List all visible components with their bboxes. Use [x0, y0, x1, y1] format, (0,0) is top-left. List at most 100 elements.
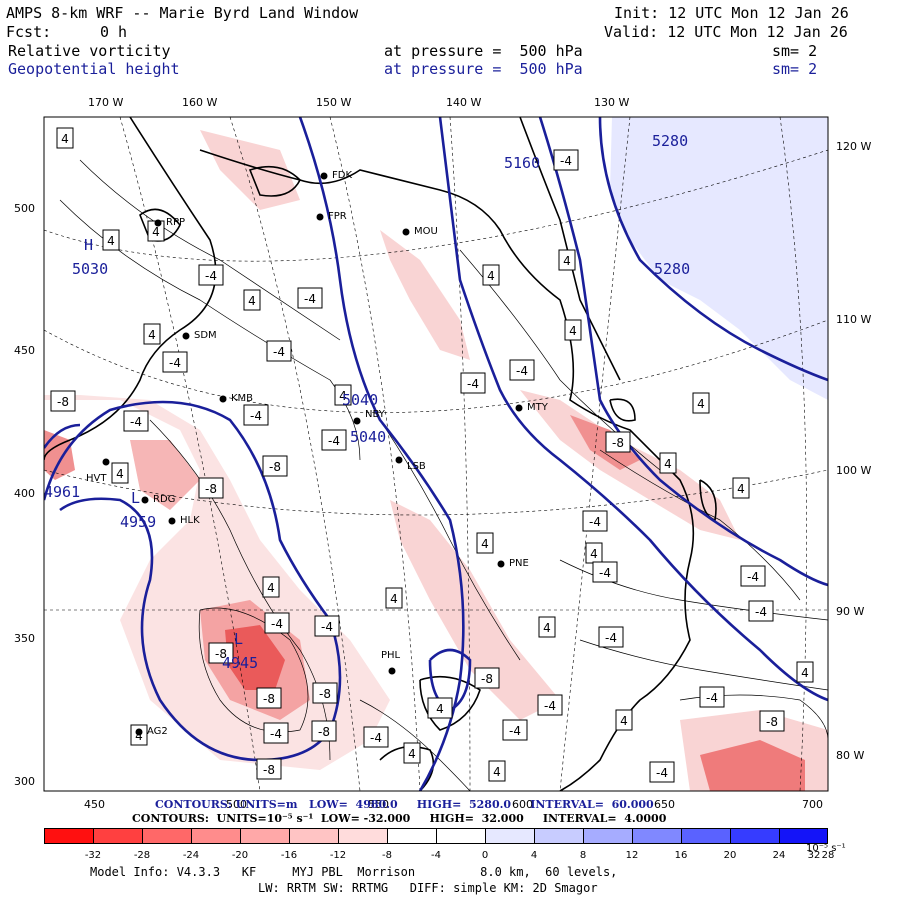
left-y-label: 300 — [14, 775, 35, 788]
top-lon-label: 170 W — [88, 96, 124, 109]
svg-text:-8: -8 — [263, 692, 275, 706]
svg-text:-4: -4 — [509, 724, 521, 738]
contour-label-box: -8 — [759, 710, 785, 732]
negative-vorticity-shade — [44, 395, 390, 770]
height-value: 4959 — [120, 513, 157, 531]
contour-label-box: -4 — [582, 510, 608, 532]
svg-text:4: 4 — [390, 592, 398, 606]
contour-label-box: 4 — [334, 384, 352, 406]
contour-label-box: -8 — [474, 667, 500, 689]
svg-text:-4: -4 — [544, 699, 556, 713]
svg-text:4: 4 — [248, 294, 256, 308]
colorbar-tick-label: 0 — [481, 850, 489, 861]
svg-text:-4: -4 — [271, 617, 283, 631]
contour-label-box: 4 — [796, 661, 814, 683]
colorbar-tick-label: 24 — [772, 850, 786, 861]
svg-text:4: 4 — [487, 269, 495, 283]
colorbar-swatch — [338, 828, 387, 844]
negative-vorticity-shade — [225, 625, 285, 690]
right-lon-label: 80 W — [836, 749, 865, 762]
svg-text:-8: -8 — [57, 395, 69, 409]
colorbar-swatch — [93, 828, 142, 844]
contour-label-box: 4 — [538, 616, 556, 638]
top-lon-label: 160 W — [182, 96, 218, 109]
station-dot-mty — [515, 404, 523, 412]
top-lon-label: 150 W — [316, 96, 352, 109]
svg-text:-4: -4 — [706, 691, 718, 705]
svg-text:4: 4 — [801, 666, 809, 680]
colorbar-swatch — [387, 828, 436, 844]
colorbar-tick-label: 32 — [807, 850, 821, 861]
forecast-value: 0 h — [100, 23, 128, 41]
station-dot-hvt — [102, 458, 110, 466]
svg-text:4: 4 — [267, 581, 275, 595]
station-dot-fdk — [320, 172, 328, 180]
colorbar-swatch — [240, 828, 289, 844]
svg-text:-8: -8 — [205, 482, 217, 496]
bottom-x-label: 550 — [368, 798, 389, 811]
contour-label-box: -8 — [256, 687, 282, 709]
right-lon-label: 120 W — [836, 140, 872, 153]
height-value: 5160 — [504, 154, 541, 172]
field1-name: Relative vorticity — [8, 42, 171, 60]
colorbar-tick-label: -32 — [84, 850, 102, 861]
model-info: Model Info: V4.3.3 KF MYJ PBL Morrison 8… — [90, 865, 618, 879]
svg-text:-4: -4 — [605, 631, 617, 645]
negative-vorticity-shade — [44, 430, 75, 480]
svg-text:-4: -4 — [205, 269, 217, 283]
contour-label-box: -8 — [256, 758, 282, 780]
svg-text:-4: -4 — [321, 620, 333, 634]
contour-label-box: -8 — [208, 642, 234, 664]
svg-text:-4: -4 — [656, 766, 668, 780]
contour-label-box: -4 — [264, 612, 290, 634]
contour-label-box: 4 — [615, 709, 633, 731]
contour-label-box: -4 — [321, 429, 347, 451]
svg-text:4: 4 — [152, 225, 160, 239]
colorbar-swatch — [289, 828, 338, 844]
colorbar-tick-label: -12 — [329, 850, 347, 861]
svg-text:4: 4 — [135, 729, 143, 743]
station-label: FPR — [328, 211, 347, 222]
field1-smoothing: sm= 2 — [772, 42, 818, 60]
colorbar-swatch — [681, 828, 730, 844]
svg-text:-4: -4 — [370, 731, 382, 745]
colorbar-swatch — [534, 828, 583, 844]
svg-text:-4: -4 — [589, 515, 601, 529]
contour-label-box: 4 — [482, 264, 500, 286]
height-value: 5040 — [350, 428, 387, 446]
colorbar-swatch — [632, 828, 681, 844]
svg-text:-4: -4 — [130, 415, 142, 429]
right-lon-label: 100 W — [836, 464, 872, 477]
svg-text:4: 4 — [339, 389, 347, 403]
negative-vorticity-shade — [380, 230, 470, 360]
right-lon-label: 90 W — [836, 605, 865, 618]
svg-text:4: 4 — [620, 714, 628, 728]
colorbar-tick-label: 20 — [723, 850, 737, 861]
station-dot-mou — [402, 228, 410, 236]
station-label: HLK — [180, 515, 200, 526]
contour-label-box: -4 — [162, 351, 188, 373]
colorbar-tick-label: -4 — [431, 850, 441, 861]
colorbar-swatch — [485, 828, 534, 844]
height-value: 4945 — [222, 654, 259, 672]
station-markers — [102, 172, 523, 736]
colorbar-unit: 10⁻⁵ s⁻¹ — [806, 843, 846, 854]
contour-label-box: 4 — [102, 229, 120, 251]
svg-text:4: 4 — [107, 234, 115, 248]
station-dot-nby — [353, 417, 361, 425]
bottom-x-label: 650 — [654, 798, 675, 811]
right-lon-label: 110 W — [836, 313, 872, 326]
contour-label-box: 4 — [558, 249, 576, 271]
svg-text:-4: -4 — [599, 566, 611, 580]
station-label: FDK — [332, 170, 353, 181]
negative-vorticity-shade — [700, 740, 805, 791]
svg-text:-8: -8 — [766, 715, 778, 729]
contour-label-box: -4 — [537, 694, 563, 716]
contour-label-box: 4 — [111, 462, 129, 484]
colorbar-swatch — [436, 828, 485, 844]
svg-text:-4: -4 — [273, 345, 285, 359]
left-y-label: 400 — [14, 487, 35, 500]
colorbar-tick-label: 16 — [674, 850, 688, 861]
contour-label-box: 4 — [476, 532, 494, 554]
